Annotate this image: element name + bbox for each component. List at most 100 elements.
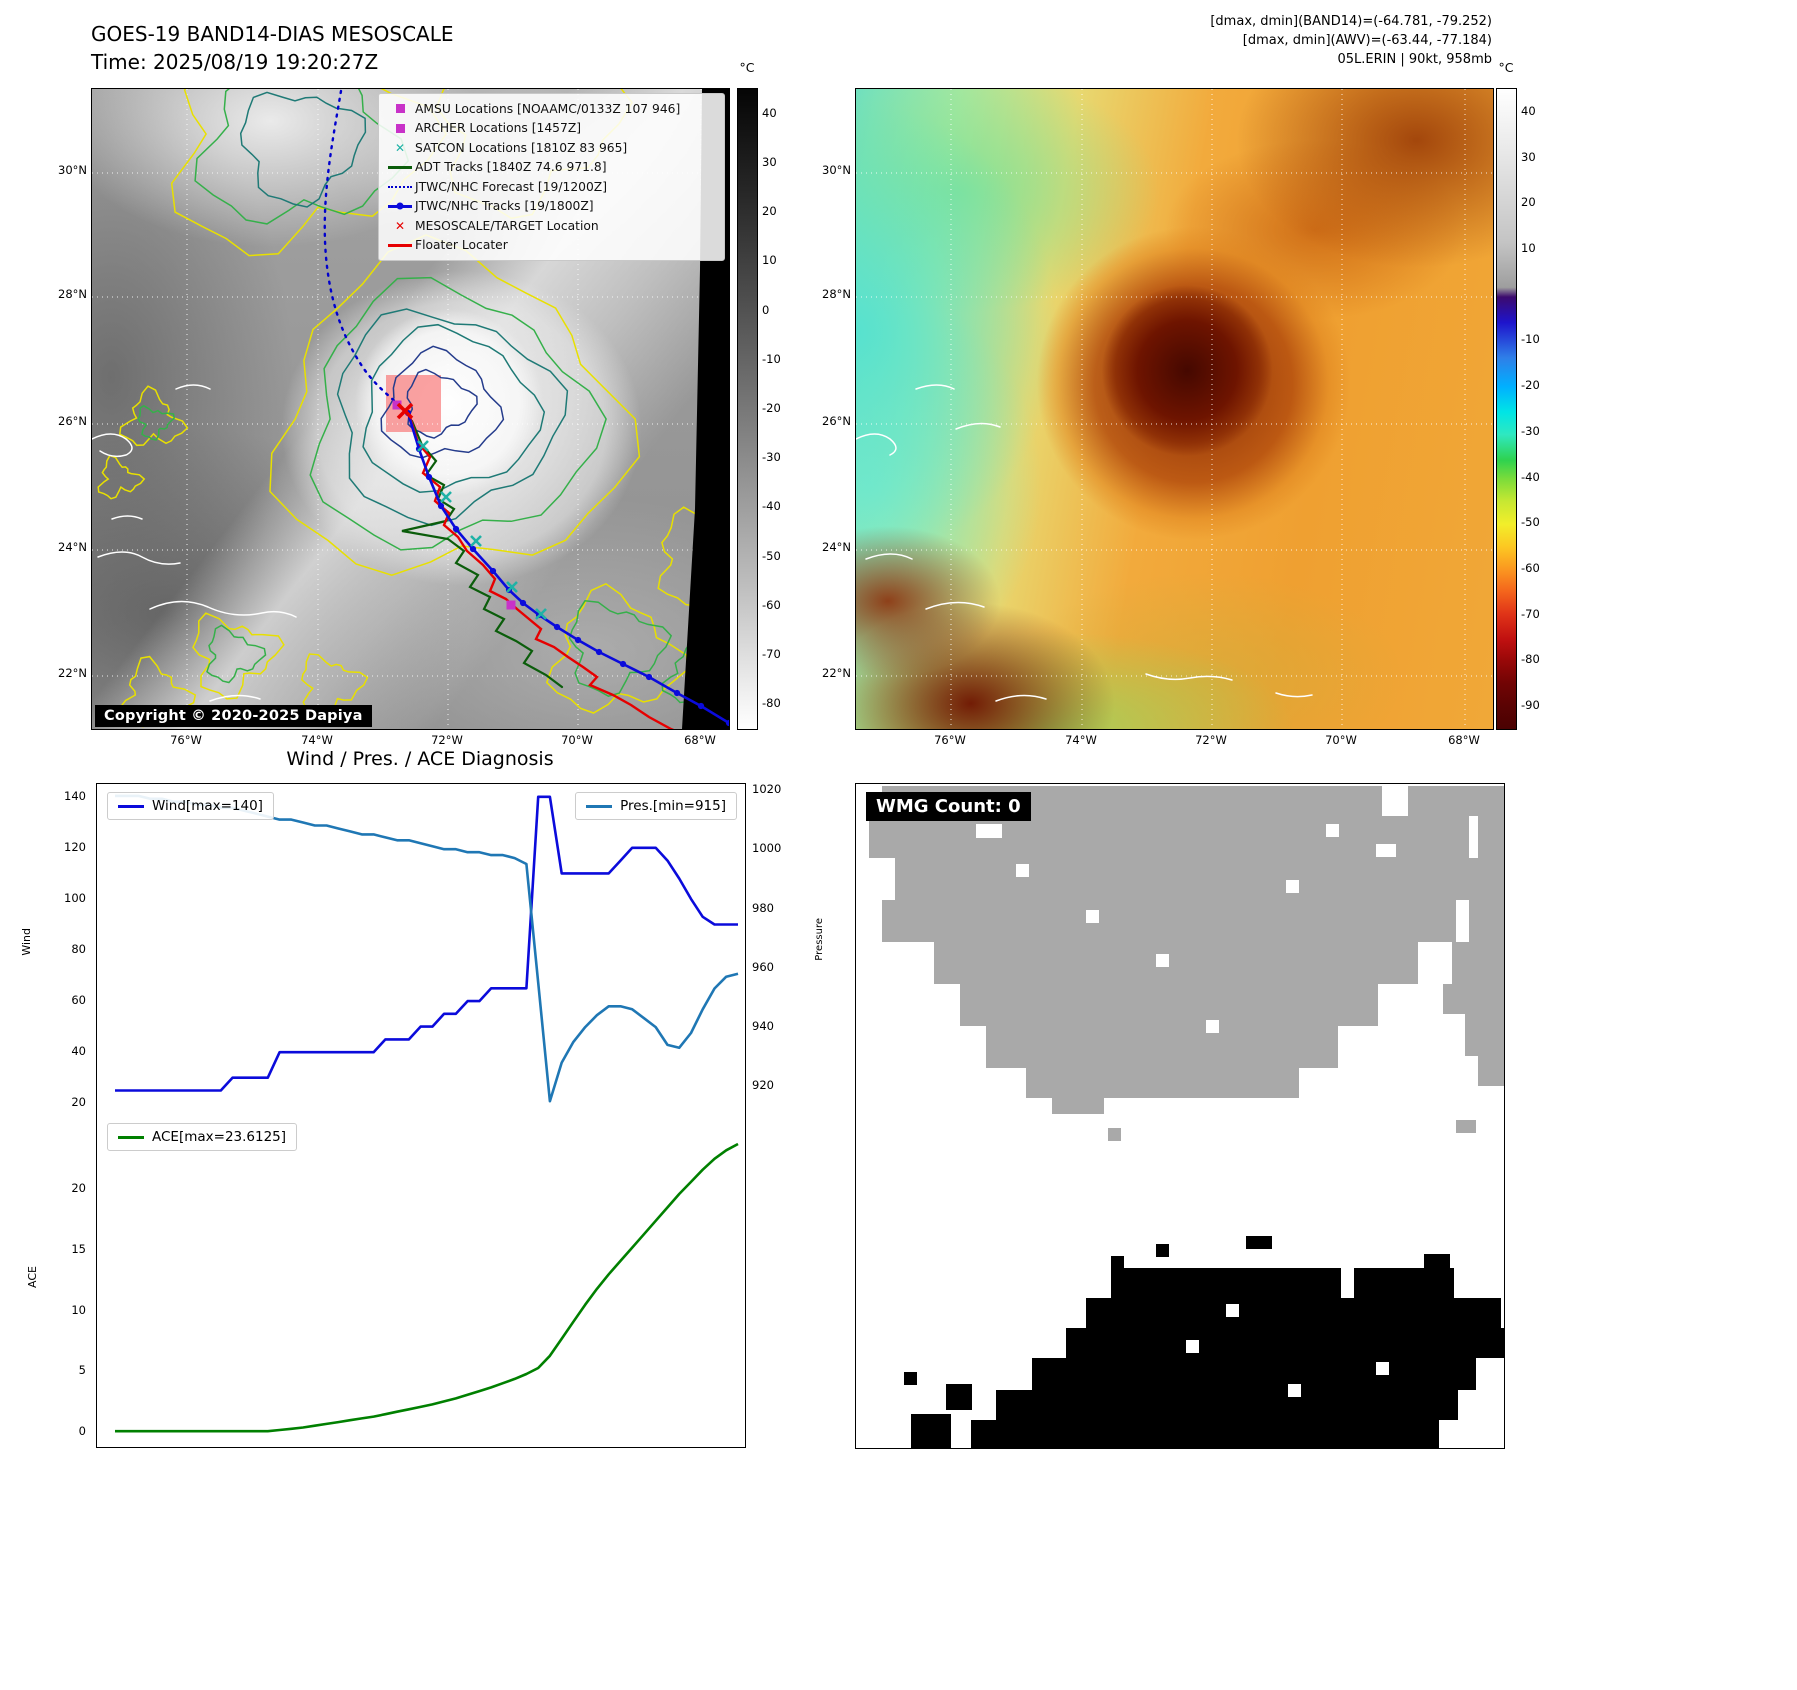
- line-marker-icon: [385, 165, 415, 169]
- axis-tick-label: 1020: [752, 781, 782, 796]
- diagnosis-title: Wind / Pres. / ACE Diagnosis: [286, 748, 554, 770]
- pressure-axis-label: Pressure: [814, 918, 825, 961]
- axis-tick-label: 1000: [752, 841, 782, 856]
- axis-tick-label: 5: [78, 1363, 86, 1378]
- awv-satellite-image: [856, 89, 1493, 729]
- band14-legend: AMSU Locations [NOAAMC/0133Z 107 946] ARC…: [378, 93, 725, 261]
- wmg-black-mask: [904, 1236, 1504, 1448]
- axis-tick-label: 20: [71, 1095, 86, 1110]
- ace-chart: ACE[max=23.6125]: [96, 1115, 746, 1448]
- axis-tick-label: 920: [752, 1078, 774, 1093]
- axis-tick-label: -20: [762, 401, 781, 415]
- axis-tick-label: 10: [71, 1302, 86, 1317]
- legend-item-label: ARCHER Locations [1457Z]: [415, 121, 582, 136]
- awv-overlay: [856, 89, 1493, 729]
- awv-header-line2: [dmax, dmin](AWV)=(-63.44, -77.184): [1242, 33, 1492, 48]
- legend-item: ARCHER Locations [1457Z]: [385, 119, 718, 139]
- axis-tick-label: 0: [762, 302, 770, 317]
- axis-tick-label: -10: [1521, 332, 1540, 347]
- ace-axis-label: ACE: [26, 1266, 39, 1288]
- axis-tick-label: 28°N: [58, 287, 87, 301]
- axis-tick-label: 100: [64, 890, 86, 905]
- legend-item: ADT Tracks [1840Z 74.6 971.8]: [385, 158, 718, 178]
- ace-line-sample: [118, 1135, 144, 1139]
- axis-tick-label: 68°W: [684, 733, 716, 747]
- axis-tick-label: 960: [752, 959, 774, 974]
- axis-tick-label: 72°W: [1195, 733, 1227, 747]
- awv-map: [855, 88, 1494, 730]
- axis-tick-label: 70°W: [561, 733, 593, 747]
- legend-item: JTWC/NHC Tracks [19/1800Z]: [385, 197, 718, 217]
- legend-item: JTWC/NHC Forecast [19/1200Z]: [385, 177, 718, 197]
- axis-tick-label: 22°N: [58, 666, 87, 680]
- axis-tick-label: 40: [71, 1044, 86, 1059]
- dotted-marker-icon: [385, 185, 415, 188]
- axis-tick-label: -40: [762, 499, 781, 514]
- axis-tick-label: -70: [1521, 606, 1540, 621]
- axis-tick-label: -80: [1521, 652, 1540, 667]
- x-marker-icon: ✕: [394, 218, 406, 233]
- axis-tick-label: 940: [752, 1019, 774, 1034]
- axis-tick-label: 74°W: [301, 733, 333, 747]
- legend-item-label: JTWC/NHC Tracks [19/1800Z]: [415, 199, 594, 214]
- x-marker-icon: ✕: [394, 140, 406, 155]
- wmg-panel: WMG Count: 0: [855, 783, 1505, 1449]
- axis-tick-label: -30: [1521, 423, 1540, 438]
- square-marker-icon: [385, 123, 415, 133]
- pressure-legend-label: Pres.[min=915]: [620, 798, 726, 814]
- axis-tick-label: 68°W: [1448, 733, 1480, 747]
- ace-plot: [115, 1142, 739, 1433]
- axis-tick-label: -70: [762, 647, 781, 662]
- axis-tick-label: 10: [1521, 241, 1536, 255]
- axis-tick-label: 26°N: [822, 414, 851, 428]
- axis-tick-label: 980: [752, 900, 774, 915]
- awv-header-line1: [dmax, dmin](BAND14)=(-64.781, -79.252): [1210, 14, 1492, 29]
- axis-tick-label: 72°W: [431, 733, 463, 747]
- awv-colorbar-unit: °C: [1498, 60, 1514, 75]
- ace-legend-label: ACE[max=23.6125]: [152, 1129, 287, 1145]
- band14-map: AMSU Locations [NOAAMC/0133Z 107 946] ARC…: [91, 88, 730, 730]
- wind-pressure-plot: [115, 794, 739, 1103]
- axis-tick-label: 40: [762, 105, 777, 120]
- legend-item-label: JTWC/NHC Forecast [19/1200Z]: [415, 179, 608, 194]
- legend-item-label: ADT Tracks [1840Z 74.6 971.8]: [415, 160, 607, 175]
- axis-tick-label: -90: [1521, 698, 1540, 713]
- axis-tick-label: 20: [762, 204, 777, 219]
- awv-colorbar: [1496, 88, 1517, 730]
- wmg-gray-holes: [976, 824, 1396, 1033]
- axis-tick-label: -20: [1521, 378, 1540, 393]
- axis-tick-label: 76°W: [934, 733, 966, 747]
- axis-tick-label: -40: [1521, 469, 1540, 484]
- wind-axis-label: Wind: [20, 928, 33, 956]
- wmg-mask-image: [869, 786, 1504, 1448]
- axis-tick-label: -80: [762, 696, 781, 711]
- axis-tick-label: 30: [1521, 149, 1536, 164]
- wmg-count-badge: WMG Count: 0: [866, 792, 1031, 821]
- square-marker-icon: [385, 104, 415, 114]
- axis-tick-label: 140: [64, 788, 86, 803]
- band14-title: GOES-19 BAND14-DIAS MESOSCALE: [91, 22, 454, 46]
- legend-item-label: SATCON Locations [1810Z 83 965]: [415, 140, 628, 155]
- axis-tick-label: 120: [64, 839, 86, 854]
- wmg-gray-mask: [869, 786, 1504, 1141]
- axis-tick-label: 70°W: [1325, 733, 1357, 747]
- axis-tick-label: 30: [762, 154, 777, 169]
- axis-tick-label: 40: [1521, 103, 1536, 118]
- axis-tick-label: 20: [1521, 195, 1536, 210]
- band14-time: Time: 2025/08/19 19:20:27Z: [91, 50, 379, 74]
- axis-tick-label: 15: [71, 1241, 86, 1256]
- legend-item-label: AMSU Locations [NOAAMC/0133Z 107 946]: [415, 101, 681, 116]
- axis-tick-label: -10: [762, 351, 781, 366]
- axis-tick-label: 22°N: [822, 666, 851, 680]
- axis-tick-label: 24°N: [58, 540, 87, 554]
- wind-legend: Wind[max=140]: [107, 792, 274, 820]
- band14-colorbar: [737, 88, 758, 730]
- axis-tick-label: -60: [762, 597, 781, 612]
- axis-tick-label: 76°W: [170, 733, 202, 747]
- wind-pressure-chart: Wind[max=140] Pres.[min=915]: [96, 783, 746, 1117]
- axis-tick-label: 0: [78, 1424, 86, 1439]
- legend-item: AMSU Locations [NOAAMC/0133Z 107 946]: [385, 99, 718, 119]
- wind-line-sample: [118, 804, 144, 808]
- pressure-line-sample: [586, 804, 613, 808]
- pressure-legend: Pres.[min=915]: [575, 792, 737, 820]
